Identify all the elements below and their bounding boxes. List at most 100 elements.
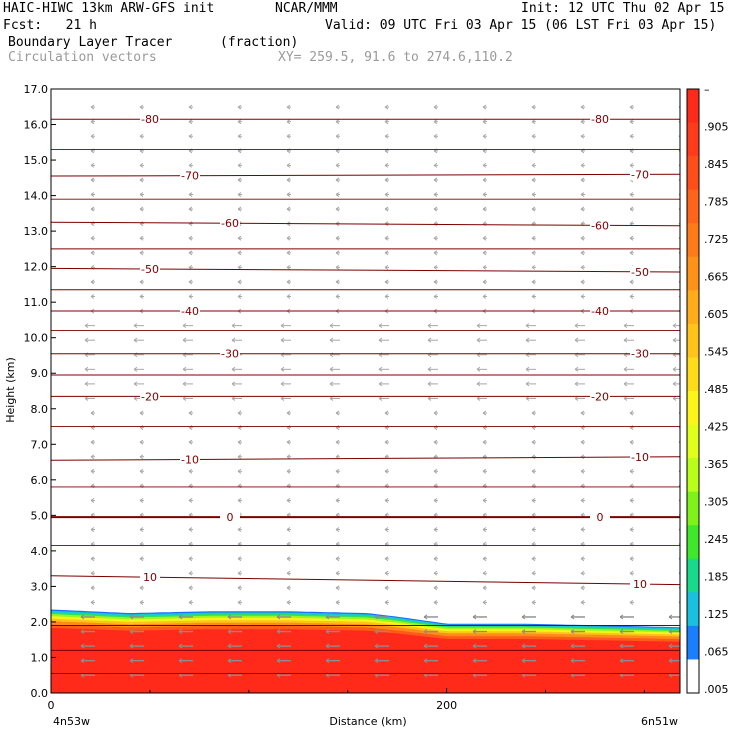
circulation-vector-head: [129, 629, 134, 634]
circulation-vector-head: [286, 206, 291, 212]
temperature-contour--70: [51, 173, 680, 177]
circulation-vector-head: [531, 279, 536, 285]
circulation-vector-head: [378, 337, 383, 343]
colorbar-swatch: [687, 89, 699, 124]
circulation-vector-head: [531, 410, 536, 416]
circulation-vector-head: [521, 658, 526, 664]
circulation-vector-head: [335, 235, 340, 241]
circulation-vector-head: [570, 629, 575, 634]
circulation-vector-head: [574, 337, 579, 343]
circulation-vector-head: [378, 323, 383, 329]
x-tick-label: 200: [436, 699, 457, 712]
circulation-vector-head: [580, 133, 585, 139]
circulation-vector-head: [531, 162, 536, 168]
circulation-vector-head: [335, 162, 340, 168]
circulation-vector-head: [629, 206, 634, 212]
circulation-vector-head: [80, 643, 85, 649]
circulation-vector-head: [482, 599, 487, 605]
contour-label-bg: [140, 262, 160, 275]
circulation-vector-head: [668, 629, 673, 634]
circulation-vector-head: [139, 585, 144, 591]
circulation-vector-head: [384, 570, 389, 576]
circulation-vector-head: [580, 235, 585, 241]
circulation-vector-head: [531, 527, 536, 532]
circulation-vector-head: [384, 585, 389, 591]
circulation-vector-head: [668, 643, 673, 649]
circulation-vector-head: [188, 119, 193, 125]
circulation-vector-head: [672, 323, 677, 329]
circulation-vector-head: [482, 250, 487, 256]
header-org: NCAR/MMM: [275, 1, 338, 16]
circulation-vector-head: [531, 104, 536, 110]
contour-label-bg: [630, 168, 650, 181]
circulation-vector-head: [433, 468, 438, 474]
circulation-vector-head: [629, 556, 634, 562]
header-vectors: Circulation vectors: [8, 50, 157, 65]
circulation-vector-head: [133, 337, 138, 343]
circulation-vector-head: [482, 556, 487, 562]
circulation-vector-head: [433, 439, 438, 445]
circulation-vector-head: [286, 104, 291, 110]
colorbar-swatch: [687, 458, 699, 493]
circulation-vector-head: [84, 323, 89, 329]
circulation-vector-head: [325, 658, 330, 664]
circulation-vector-head: [580, 585, 585, 591]
circulation-vector-head: [178, 658, 183, 664]
circulation-vector-head: [335, 206, 340, 212]
circulation-vector-head: [90, 570, 95, 576]
circulation-vector-head: [580, 206, 585, 212]
circulation-vector-head: [531, 235, 536, 241]
circulation-vector-head: [280, 323, 285, 329]
circulation-vector-head: [90, 162, 95, 168]
circulation-vector-head: [482, 498, 487, 503]
circulation-vector-head: [133, 381, 138, 387]
circulation-vector-head: [237, 192, 242, 197]
circulation-vector-head: [325, 614, 330, 620]
circulation-vector-head: [580, 279, 585, 285]
circulation-vector-head: [90, 599, 95, 605]
colorbar-label: .905: [704, 121, 729, 134]
contour-label-bg: [220, 347, 240, 360]
circulation-vector-head: [188, 294, 193, 299]
colorbar-swatch: [687, 122, 699, 157]
circulation-vector-head: [433, 177, 438, 183]
circulation-vector-head: [531, 468, 536, 474]
header-valid: Valid: 09 UTC Fri 03 Apr 15 (06 LST Fri …: [325, 18, 717, 33]
circulation-vector-head: [619, 629, 624, 634]
circulation-vector-head: [482, 104, 487, 110]
circulation-vector-head: [433, 162, 438, 168]
circulation-vector-head: [580, 556, 585, 562]
circulation-vector-head: [427, 381, 432, 387]
colorbar-swatch: [687, 391, 699, 426]
contour-label-bg: [590, 113, 610, 126]
circulation-vector-head: [139, 235, 144, 241]
circulation-vector-head: [427, 323, 432, 329]
colorbar-swatch: [687, 625, 699, 660]
circulation-vector-head: [531, 192, 536, 197]
colorbar-label: .365: [704, 458, 729, 471]
contour-label--10-1: -10: [631, 451, 649, 464]
circulation-vector-head: [580, 264, 585, 270]
colorbar-swatch: [687, 290, 699, 325]
circulation-vector-head: [629, 599, 634, 605]
circulation-vector-head: [90, 556, 95, 562]
contour-label-bg: [180, 169, 200, 182]
circulation-vector-head: [286, 527, 291, 532]
circulation-vector-head: [433, 235, 438, 241]
circulation-vector-head: [286, 570, 291, 576]
colorbar-label: .305: [704, 496, 729, 509]
circulation-vector-head: [531, 119, 536, 125]
circulation-vector-head: [384, 294, 389, 299]
circulation-vector-head: [433, 294, 438, 299]
circulation-vector-head: [623, 381, 628, 387]
colorbar-label: .185: [704, 571, 729, 584]
y-tick-label: 9.0: [31, 367, 49, 380]
circulation-vector-head: [335, 104, 340, 110]
circulation-vector-head: [623, 323, 628, 329]
circulation-vector-head: [427, 337, 432, 343]
circulation-vector-head: [188, 556, 193, 562]
colorbar-swatch: [687, 558, 699, 593]
circulation-vector-head: [227, 658, 232, 664]
circulation-vector-head: [90, 119, 95, 125]
circulation-vector-head: [482, 570, 487, 576]
